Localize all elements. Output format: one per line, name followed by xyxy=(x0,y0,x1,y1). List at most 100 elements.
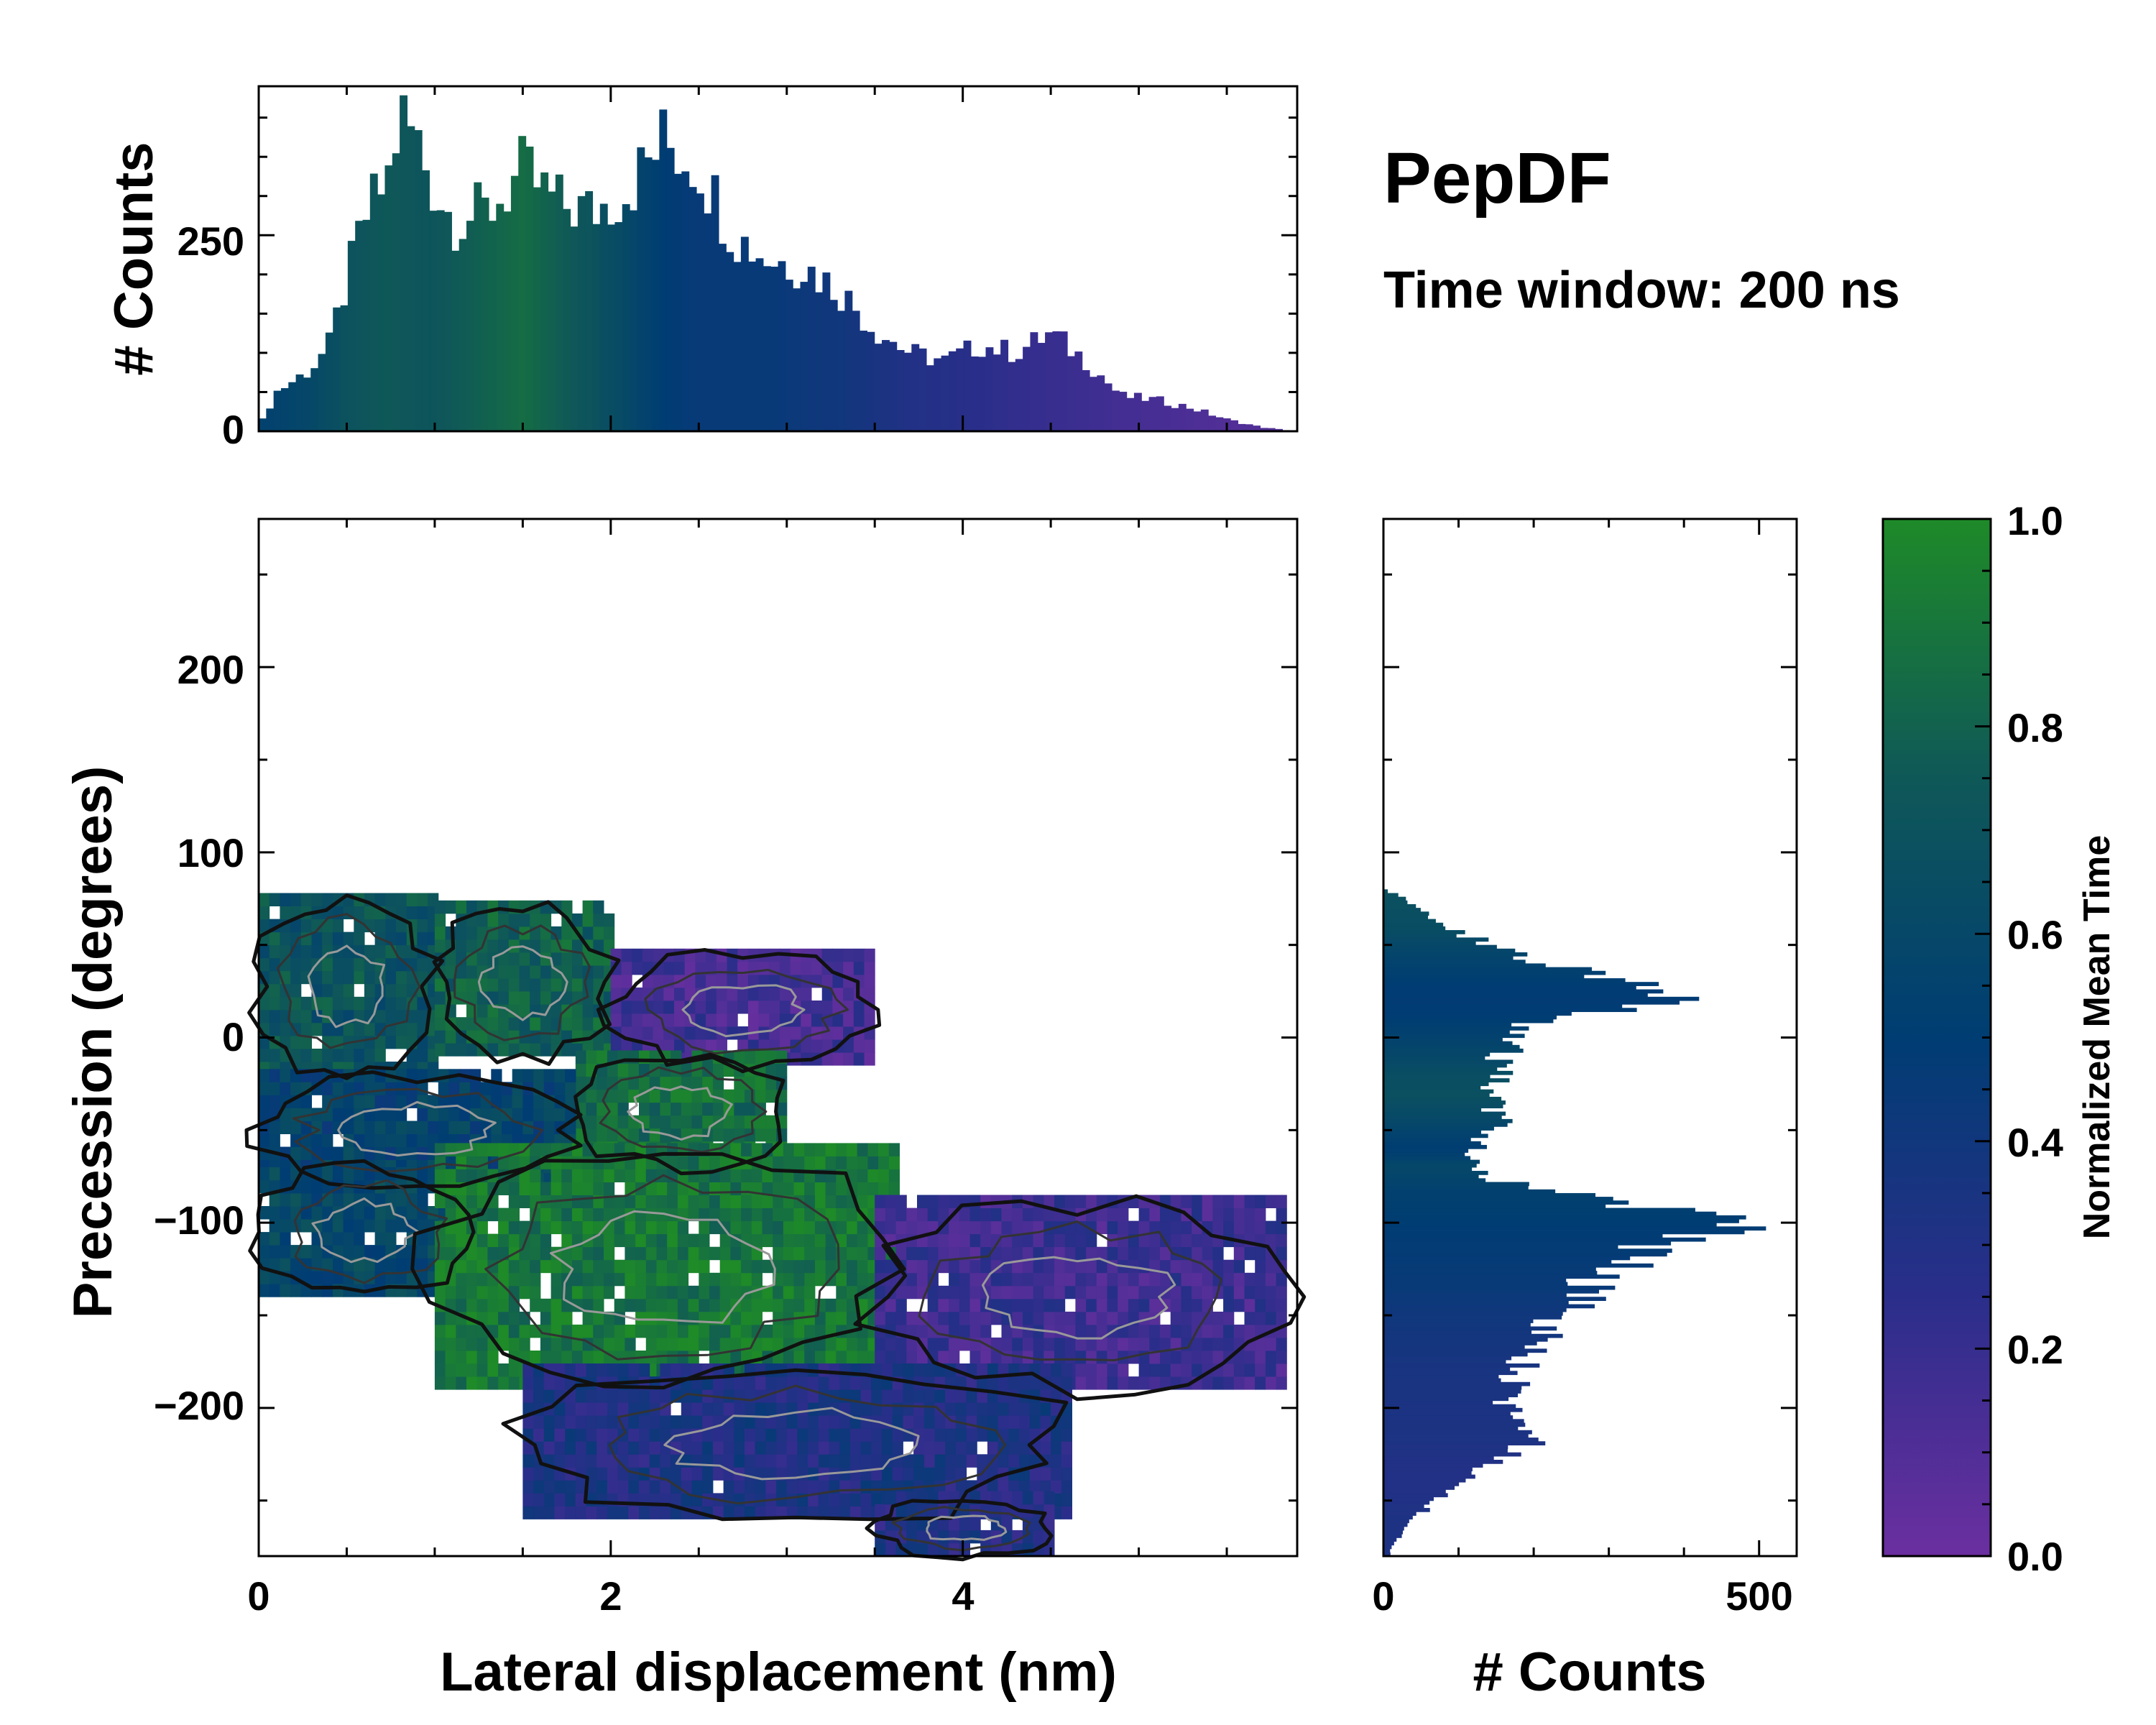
heatmap-cell xyxy=(949,1195,960,1208)
heatmap-cell xyxy=(487,913,499,927)
heatmap-cell xyxy=(1138,1324,1150,1338)
heatmap-cell xyxy=(259,1179,270,1194)
heatmap-cell xyxy=(927,1337,939,1351)
heatmap-cell xyxy=(1138,1259,1150,1274)
heatmap-cell xyxy=(671,1454,682,1468)
heatmap-cell xyxy=(550,1169,562,1182)
heatmap-cell xyxy=(1192,1272,1203,1287)
heatmap-cell xyxy=(949,1530,960,1544)
heatmap-cell xyxy=(917,1208,929,1222)
heatmap-cell xyxy=(480,1108,492,1121)
heatmap-cell xyxy=(779,1026,791,1040)
heatmap-cell xyxy=(1212,1195,1224,1208)
heatmap-cell xyxy=(434,1169,446,1182)
heatmap-cell xyxy=(660,1480,671,1494)
heatmap-cell xyxy=(343,944,354,959)
heatmap-cell xyxy=(632,948,643,962)
heatmap-cell xyxy=(1255,1246,1266,1261)
heatmap-cell xyxy=(508,1195,520,1208)
heatmap-cell xyxy=(656,1233,668,1248)
heatmap-cell xyxy=(1138,1233,1150,1248)
heatmap-cell xyxy=(656,1324,668,1338)
heatmap-cell xyxy=(364,1049,376,1062)
heatmap-cell xyxy=(586,1128,597,1142)
heatmap-cell xyxy=(871,1428,883,1442)
top-histogram-bar xyxy=(711,175,719,431)
heatmap-cell xyxy=(480,1121,492,1134)
heatmap-cell xyxy=(311,944,323,959)
heatmap-cell xyxy=(628,1063,640,1077)
heatmap-cell xyxy=(1019,1428,1031,1442)
heatmap-cell xyxy=(550,978,562,992)
heatmap-cell xyxy=(847,1233,858,1248)
heatmap-cell xyxy=(702,1428,714,1442)
heatmap-cell xyxy=(853,1052,865,1066)
heatmap-cell xyxy=(582,1246,594,1261)
heatmap-cell xyxy=(530,1285,541,1300)
top-histogram-bar xyxy=(577,196,586,431)
heatmap-cell xyxy=(417,906,428,919)
heatmap-cell xyxy=(1138,1285,1150,1300)
heatmap-cell xyxy=(966,1363,977,1377)
heatmap-cell xyxy=(737,1026,749,1040)
heatmap-cell xyxy=(434,991,446,1005)
heatmap-cell xyxy=(885,1311,897,1325)
right-histogram-bar xyxy=(1383,1493,1448,1498)
heatmap-cell xyxy=(1107,1220,1118,1235)
heatmap-cell xyxy=(617,1402,629,1416)
heatmap-cell xyxy=(508,1043,520,1057)
heatmap-cell xyxy=(625,1233,636,1248)
heatmap-cell xyxy=(604,1208,615,1222)
heatmap-cell xyxy=(804,1259,816,1274)
heatmap-cell xyxy=(913,1428,925,1442)
heatmap-cell xyxy=(667,1324,678,1338)
heatmap-cell xyxy=(561,1017,573,1031)
heatmap-cell xyxy=(456,1272,467,1287)
heatmap-cell xyxy=(1008,1376,1020,1390)
heatmap-cell xyxy=(445,1311,456,1325)
top-histogram-bar xyxy=(874,344,883,431)
heatmap-cell xyxy=(417,919,428,933)
heatmap-cell xyxy=(755,1428,766,1442)
heatmap-cell xyxy=(625,1246,636,1261)
heatmap-cell xyxy=(864,1039,875,1053)
heatmap-cell xyxy=(487,1363,499,1377)
heatmap-cell xyxy=(649,1454,660,1468)
heatmap-cell xyxy=(938,1246,949,1261)
heatmap-cell xyxy=(888,1182,900,1195)
right-histogram-bar xyxy=(1383,1178,1486,1183)
top-histogram-bar xyxy=(1178,403,1187,431)
top-histogram-bar xyxy=(911,344,920,431)
heatmap-cell xyxy=(808,1454,819,1468)
heatmap-cell xyxy=(864,961,875,975)
heatmap-cell xyxy=(565,1363,576,1377)
heatmap-cell xyxy=(385,1206,397,1220)
heatmap-cell xyxy=(1022,1208,1034,1222)
heatmap-cell xyxy=(434,1195,446,1208)
heatmap-cell xyxy=(1061,1506,1072,1519)
heatmap-cell xyxy=(364,1009,376,1024)
heatmap-cell xyxy=(1096,1259,1107,1274)
heatmap-cell xyxy=(814,1195,826,1208)
heatmap-cell xyxy=(860,1389,872,1403)
heatmap-cell xyxy=(582,913,594,927)
heatmap-cell xyxy=(938,1233,949,1248)
heatmap-cell xyxy=(849,1402,862,1416)
heatmap-cell xyxy=(575,1063,586,1077)
heatmap-cell xyxy=(530,1195,541,1208)
heatmap-cell xyxy=(702,1376,714,1390)
heatmap-cell xyxy=(745,1480,756,1494)
heatmap-cell xyxy=(540,965,552,979)
heatmap-cell xyxy=(561,1220,573,1235)
heatmap-cell xyxy=(543,1428,555,1442)
heatmap-cell xyxy=(561,1043,573,1057)
heatmap-cell xyxy=(417,932,428,946)
heatmap-cell xyxy=(635,1298,647,1312)
heatmap-cell xyxy=(343,1082,354,1095)
heatmap-cell xyxy=(459,1121,471,1134)
top-histogram-bar xyxy=(1156,396,1164,431)
heatmap-cell xyxy=(829,1376,840,1390)
heatmap-cell xyxy=(280,906,291,919)
heatmap-cell xyxy=(491,1069,502,1082)
right-histogram-bar xyxy=(1383,1333,1563,1338)
